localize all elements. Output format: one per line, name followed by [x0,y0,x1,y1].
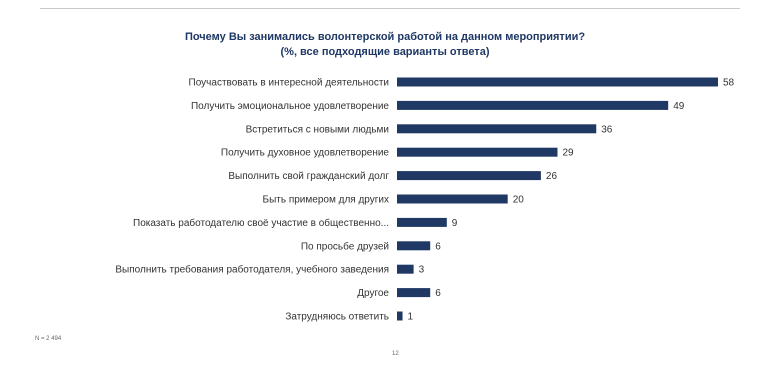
bar [397,241,431,251]
value-label: 9 [452,218,458,229]
category-label: Затрудняюсь ответить [285,312,389,323]
bar [397,264,414,274]
category-label: Быть примером для других [263,195,389,206]
category-label: Показать работодателю своё участие в общ… [133,217,389,229]
bar [397,171,541,181]
value-label: 1 [408,312,414,323]
value-label: 58 [723,78,735,89]
category-label: Выполнить требования работодателя, учебн… [115,264,389,276]
chart-subtitle: (%, все подходящие варианты ответа) [280,46,490,58]
category-label: Получить духовное удовлетворение [221,148,390,159]
value-label: 36 [601,124,613,135]
value-label: 3 [419,265,425,276]
category-label: Получить эмоциональное удовлетворение [191,101,389,112]
bar [397,100,669,110]
page-number: 12 [392,351,399,357]
value-label: 29 [563,148,575,159]
category-label: Другое [357,288,389,299]
chart-title-line-1: Почему Вы занимались волонтерской работо… [184,31,586,43]
value-label: 26 [546,171,558,182]
bar [397,194,508,204]
value-label: 20 [513,195,525,206]
value-label: 6 [435,288,441,299]
bar [397,147,558,157]
bar [397,124,597,134]
bar [397,217,447,227]
category-label: Поучаствовать в интересной деятельности [189,78,389,89]
bar [397,288,431,298]
top-divider [40,8,740,9]
value-label: 49 [673,101,685,112]
bar [397,77,718,87]
category-label: Встретиться с новыми людьми [246,124,389,135]
category-label: Выполнить свой гражданский долг [228,171,389,182]
bar [397,311,403,321]
value-label: 6 [435,241,441,252]
category-label: По просьбе друзей [301,240,389,252]
sample-size-note: N = 2 494 [35,336,62,342]
chart-title: Почему Вы занимались волонтерской работо… [0,30,770,60]
